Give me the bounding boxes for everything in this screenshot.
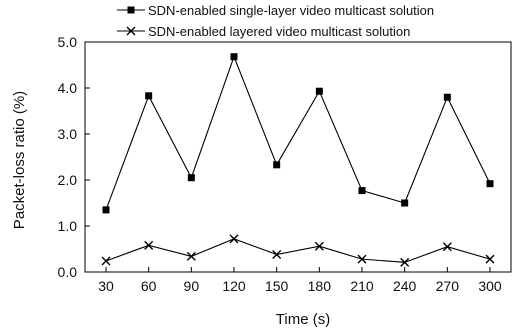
x-tick-label: 270: [436, 278, 460, 294]
legend-label-2: SDN-enabled layered video multicast solu…: [148, 24, 410, 39]
x-tick-label: 300: [478, 278, 502, 294]
series-1-point: [187, 174, 195, 182]
x-tick-label: 30: [98, 278, 114, 294]
series-1-point: [230, 53, 238, 61]
series-2-point: [186, 251, 196, 261]
series-2: [101, 234, 495, 267]
series-1-point: [315, 87, 323, 95]
series-1-point: [486, 180, 494, 188]
series-1: [102, 53, 494, 214]
series-2-point: [144, 240, 154, 250]
series-1-point: [358, 187, 366, 195]
series-1-point: [273, 161, 281, 169]
y-tick-label: 5.0: [58, 34, 78, 50]
series-2-point: [485, 254, 495, 264]
series-2-point: [272, 250, 282, 260]
series-1-point: [145, 92, 153, 100]
x-tick-label: 150: [265, 278, 289, 294]
y-tick-label: 4.0: [58, 80, 78, 96]
legend-label-1: SDN-enabled single-layer video multicast…: [148, 3, 434, 18]
x-tick-label: 120: [222, 278, 246, 294]
legend: SDN-enabled single-layer video multicast…: [117, 3, 434, 39]
series-2-point: [101, 256, 111, 266]
series-2-point: [314, 241, 324, 251]
series-1-point: [401, 199, 409, 207]
x-axis-title: Time (s): [276, 311, 330, 328]
series-2-point: [229, 234, 239, 244]
series-2-point: [400, 257, 410, 267]
y-axis-title: Packet-loss ratio (%): [11, 91, 28, 229]
plot-frame: [84, 41, 512, 273]
series-1-line: [105, 55, 491, 211]
y-tick-label: 2.0: [58, 172, 78, 188]
x-tick-label: 180: [308, 278, 332, 294]
axes: 0.0 1.0 2.0 3.0 4.0 5.0 30 60 90 120 150 180 210 240 2…: [58, 34, 512, 294]
series-2-point: [357, 254, 367, 264]
series-1-point: [443, 93, 451, 101]
series-2-point: [442, 242, 452, 252]
y-tick-label: 1.0: [58, 218, 78, 234]
x-tick-label: 60: [141, 278, 157, 294]
series-1-point: [102, 206, 110, 214]
legend-marker-2: [126, 26, 136, 36]
x-tick-label: 240: [393, 278, 417, 294]
legend-marker-1: [127, 6, 135, 14]
x-tick-label: 210: [350, 278, 374, 294]
y-tick-label: 0.0: [58, 264, 78, 280]
series-2-line: [105, 238, 491, 263]
x-tick-label: 90: [184, 278, 200, 294]
plot-area: [101, 53, 495, 267]
y-tick-label: 3.0: [58, 126, 78, 142]
